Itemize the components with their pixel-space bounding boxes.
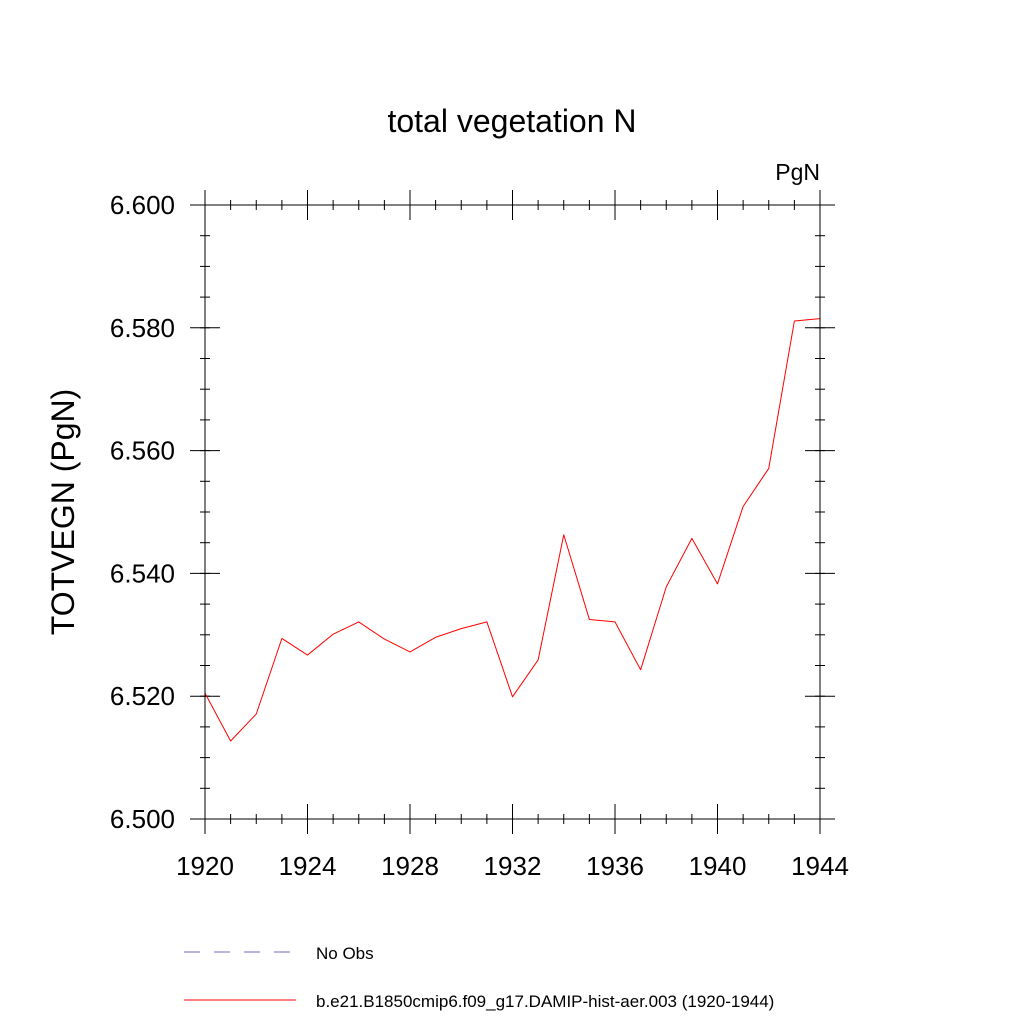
x-tick-label: 1936 [586,851,644,881]
y-tick-label: 6.560 [110,436,175,466]
y-tick-label: 6.580 [110,313,175,343]
series-layer [204,318,821,742]
x-tick-label: 1932 [484,851,542,881]
legend-label: b.e21.B1850cmip6.f09_g17.DAMIP-hist-aer.… [316,992,774,1011]
y-axis-label: TOTVEGN (PgN) [45,389,81,636]
minor-ticks [200,200,825,824]
series-line [204,318,821,742]
x-tick-label: 1924 [279,851,337,881]
y-tick-label: 6.520 [110,681,175,711]
x-tick-label: 1920 [176,851,234,881]
x-tick-label: 1944 [791,851,849,881]
legend: No Obs b.e21.B1850cmip6.f09_g17.DAMIP-his… [184,944,774,1011]
y-tick-label: 6.600 [110,190,175,220]
legend-label: No Obs [316,944,374,963]
y-tick-label: 6.540 [110,558,175,588]
major-ticks [190,190,835,834]
x-tick-label: 1928 [381,851,439,881]
units-label: PgN [775,159,820,185]
y-tick-label: 6.500 [110,804,175,834]
plot-frame [204,204,821,820]
x-tick-label: 1940 [689,851,747,881]
chart-title: total vegetation N [387,103,636,139]
tick-labels: 1920 1924 1928 1932 1936 1940 1944 6.500 6.520 6.… [110,190,849,881]
